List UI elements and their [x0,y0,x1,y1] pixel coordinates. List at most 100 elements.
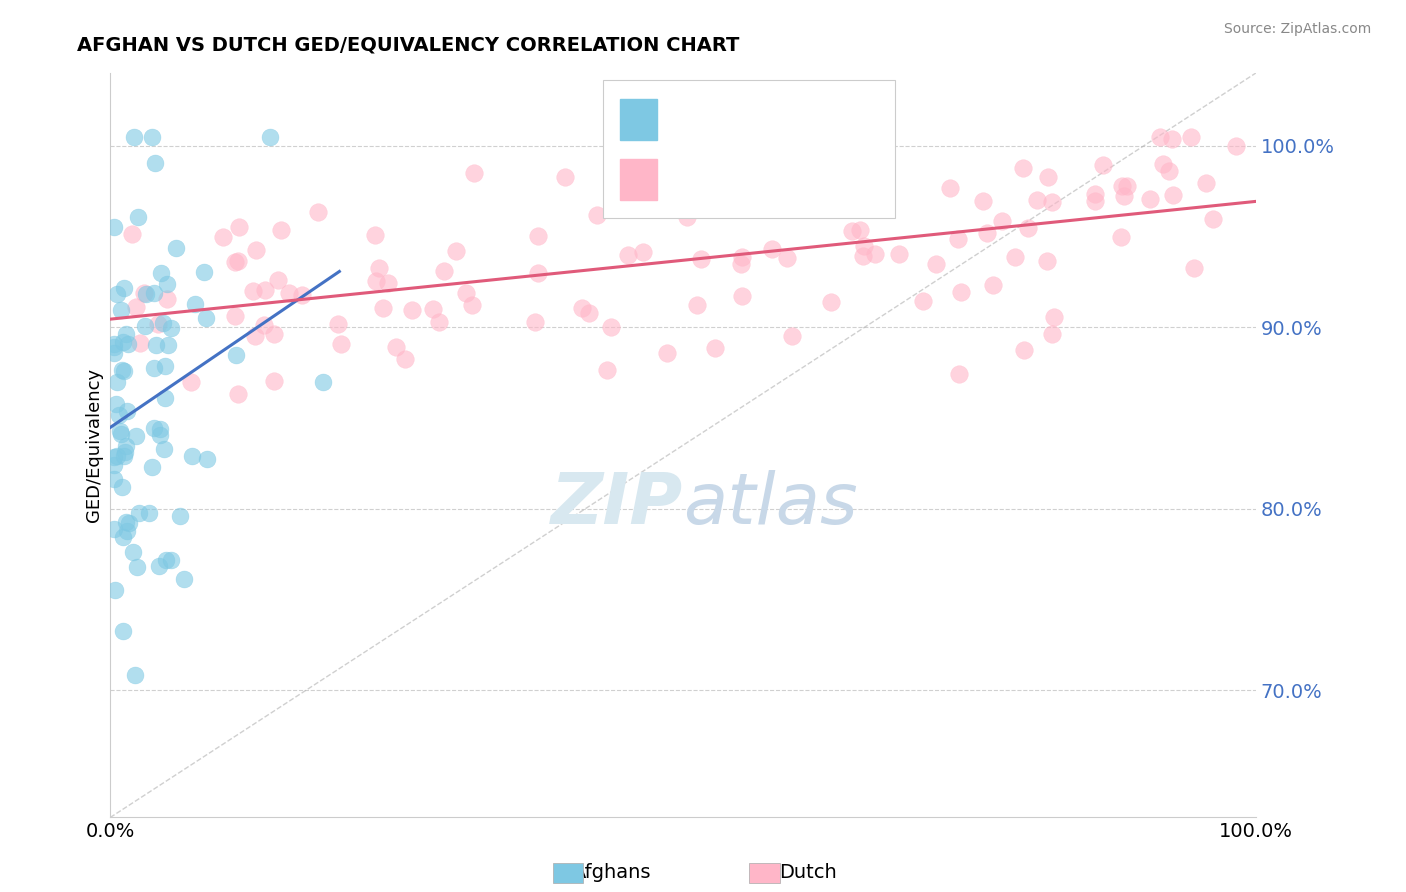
Point [224,255,246,269]
Point [105,375,128,389]
Point [159,553,181,567]
Point [145,337,167,351]
Point [115,515,138,529]
Point [1195,177,1218,191]
Point [173,572,195,586]
Point [853,239,876,253]
Point [578,305,600,319]
Point [111,480,134,494]
Point [108,424,131,438]
Point [228,220,250,235]
Point [278,286,301,301]
Point [118,516,141,530]
Point [114,363,136,377]
Point [690,252,713,266]
Point [110,303,132,318]
Y-axis label: GED/Equivalency: GED/Equivalency [86,368,103,523]
Point [125,429,148,443]
Point [211,230,233,244]
Point [669,185,692,199]
Point [526,266,548,280]
Point [1225,138,1247,153]
FancyBboxPatch shape [603,80,896,219]
Point [585,208,607,222]
Point [456,286,478,301]
Point [103,337,125,351]
Point [633,244,655,259]
Point [427,315,450,329]
Point [1109,230,1132,244]
Point [149,421,172,435]
Point [180,375,202,389]
Point [149,428,172,442]
Point [253,283,276,297]
Point [114,439,136,453]
Point [976,226,998,240]
Point [155,553,177,567]
Point [852,249,875,263]
Point [1084,194,1107,209]
Point [981,278,1004,293]
FancyBboxPatch shape [620,99,657,140]
Point [183,297,205,311]
Point [105,287,128,301]
Point [143,156,166,170]
Point [122,129,145,144]
Point [778,179,800,194]
Point [401,302,423,317]
Point [253,318,276,332]
Point [312,375,335,389]
Point [180,450,202,464]
Point [841,224,863,238]
Point [141,459,163,474]
Point [731,250,754,264]
Point [776,252,799,266]
Point [103,450,125,464]
Point [169,509,191,524]
Point [114,326,136,341]
Text: Source: ZipAtlas.com: Source: ZipAtlas.com [1223,22,1371,37]
Point [111,363,134,377]
Point [600,320,623,334]
Text: R = 0.591: R = 0.591 [672,170,770,189]
Point [617,248,640,262]
Point [148,558,170,573]
Point [128,506,150,520]
Point [596,363,619,377]
Point [148,317,170,331]
Point [1149,129,1171,144]
FancyBboxPatch shape [620,159,657,200]
Point [433,264,456,278]
Point [1114,189,1136,203]
Point [142,285,165,300]
Point [263,326,285,341]
Point [1182,260,1205,275]
Point [554,169,576,184]
Point [112,624,135,638]
Point [103,340,125,354]
Point [103,522,125,536]
Point [1004,250,1026,264]
Point [226,254,249,268]
Point [263,374,285,388]
Point [1035,254,1057,268]
Point [270,223,292,237]
Point [1201,211,1223,226]
Point [789,161,811,175]
Point [371,301,394,316]
Point [103,346,125,360]
Point [103,458,125,472]
Point [925,257,948,271]
Point [686,298,709,312]
Point [132,286,155,301]
Point [142,421,165,435]
Point [125,559,148,574]
Point [194,311,217,326]
Point [1161,188,1184,202]
Point [1161,131,1184,145]
Point [946,232,969,246]
Point [195,451,218,466]
Point [1111,178,1133,193]
Point [104,583,127,598]
Point [1180,129,1202,144]
